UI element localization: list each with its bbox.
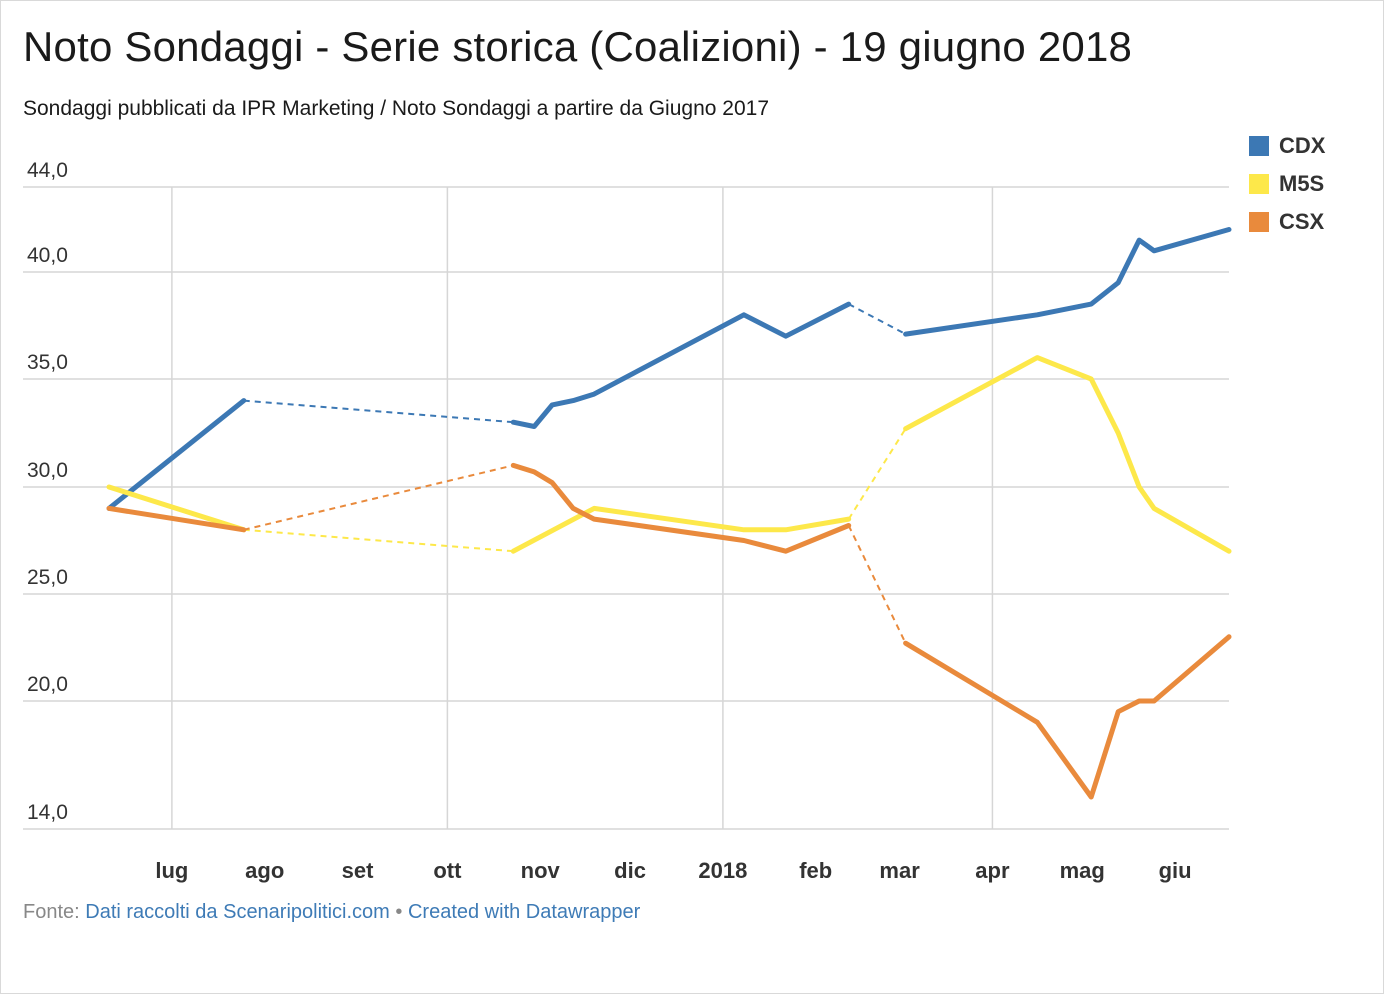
series-line-segment [903, 227, 1232, 337]
source-separator: • [395, 901, 403, 923]
x-tick-label: mar [879, 858, 920, 883]
y-tick-label: 25,0 [27, 566, 68, 589]
series-line-segment [903, 634, 1232, 800]
x-tick-label: mag [1060, 858, 1105, 883]
series-gap-connector [847, 428, 907, 520]
series-line-segment [106, 484, 247, 533]
legend-swatch [1249, 212, 1269, 232]
series-cdx [106, 227, 1232, 511]
x-tick-label: giu [1159, 858, 1192, 883]
source-link-scenaripolitici[interactable]: Dati raccolti da Scenaripolitici.com [85, 901, 390, 923]
x-tick-label: 2018 [698, 858, 747, 883]
y-tick-label: 14,0 [27, 801, 68, 824]
series-gap-connector [243, 464, 514, 531]
legend-label: CSX [1279, 209, 1325, 234]
legend-item-csx: CSX [1249, 203, 1325, 241]
legend-label: M5S [1279, 171, 1325, 196]
legend-swatch [1249, 136, 1269, 156]
y-tick-label: 40,0 [27, 244, 68, 267]
y-tick-label: 30,0 [27, 459, 68, 482]
y-tick-label: 44,0 [27, 159, 68, 182]
x-tick-label: apr [975, 858, 1010, 883]
source-link-datawrapper[interactable]: Created with Datawrapper [407, 901, 641, 923]
y-tick-label: 35,0 [27, 351, 68, 374]
series-line-segment [510, 462, 852, 554]
series-lines [106, 227, 1232, 800]
x-tick-label: set [342, 858, 374, 883]
x-tick-label: dic [614, 858, 646, 883]
source-prefix: Fonte: [23, 901, 80, 923]
series-line-segment [903, 355, 1232, 554]
chart-subtitle: Sondaggi pubblicati da IPR Marketing / N… [23, 97, 769, 120]
series-gap-connector [243, 399, 514, 424]
chart-title: Noto Sondaggi - Serie storica (Coalizion… [23, 23, 1133, 70]
y-axis-tick-labels: 44,0 40,0 35,0 30,0 25,0 20,0 14,0 [27, 159, 68, 824]
legend-swatch [1249, 174, 1269, 194]
series-line-segment [106, 505, 247, 533]
x-tick-label: lug [155, 858, 188, 883]
series-gap-connector [243, 528, 514, 553]
x-tick-label: ago [245, 858, 284, 883]
series-gap-connector [848, 303, 907, 335]
legend-item-cdx: CDX [1249, 127, 1325, 165]
x-tick-label: ott [433, 858, 462, 883]
chart-legend: CDX M5S CSX [1249, 127, 1325, 241]
y-tick-label: 20,0 [27, 673, 68, 696]
x-tick-label: nov [521, 858, 561, 883]
legend-label: CDX [1279, 133, 1326, 158]
vertical-gridlines [171, 187, 994, 829]
series-csx [106, 462, 1232, 800]
horizontal-gridlines [23, 186, 1229, 830]
series-line-segment [510, 301, 852, 429]
x-tick-label: feb [799, 858, 832, 883]
series-line-segment [106, 398, 247, 511]
series-line-segment [510, 505, 852, 554]
series-gap-connector [847, 525, 907, 644]
legend-item-m5s: M5S [1249, 165, 1325, 203]
x-axis-tick-labels: lug ago set ott nov dic 2018 feb mar apr mag giu [155, 858, 1191, 883]
series-m5s [106, 355, 1232, 554]
source-credit: Fonte: Dati raccolti da Scenaripolitici.… [23, 901, 640, 924]
